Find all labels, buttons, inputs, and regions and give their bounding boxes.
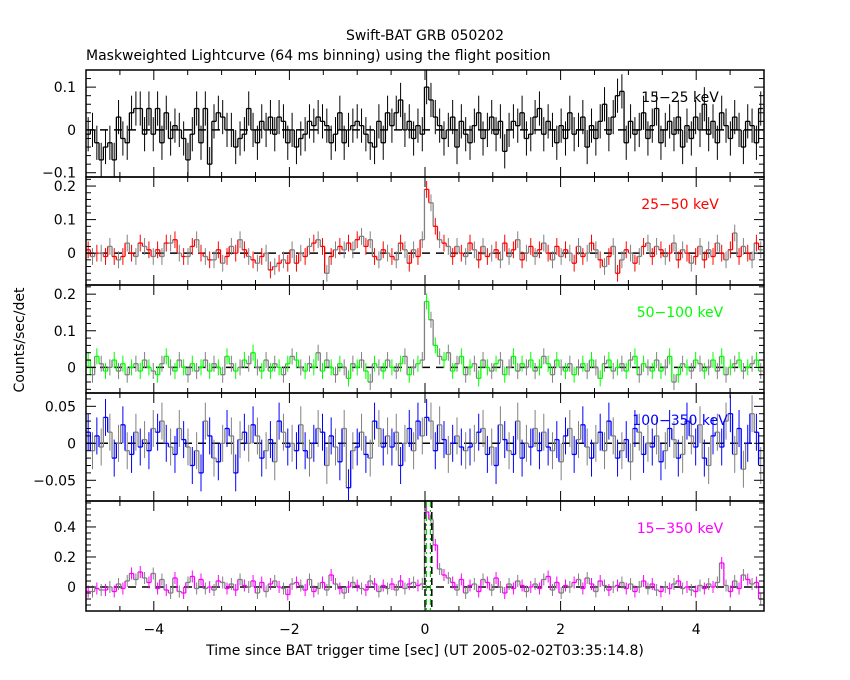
x-tick-label: 4 xyxy=(692,622,701,638)
y-tick-label: 0 xyxy=(67,436,76,452)
series-0 xyxy=(86,70,764,177)
x-tick-label: 2 xyxy=(556,622,565,638)
y-tick-label: −0.1 xyxy=(42,166,76,182)
y-tick-label: 0.4 xyxy=(54,520,76,536)
y-tick-label: 0.2 xyxy=(54,179,76,195)
panel-0: 0.1 0 −0.1 15−25 keV xyxy=(42,69,765,182)
series-3 xyxy=(86,395,764,501)
band-label: 15−25 keV xyxy=(641,90,719,106)
series-1 xyxy=(86,181,764,282)
x-axis-label: Time since BAT trigger time [sec] (UT 20… xyxy=(205,643,644,659)
x-tick-label: −2 xyxy=(279,622,300,638)
y-tick-label: 0 xyxy=(67,246,76,262)
x-tick-label: −4 xyxy=(143,622,164,638)
y-tick-label: 0.1 xyxy=(54,324,76,340)
band-label: 25−50 keV xyxy=(641,197,719,213)
x-tick-label: 0 xyxy=(421,622,430,638)
y-tick-label: 0.05 xyxy=(45,399,76,415)
series-4 xyxy=(86,501,764,611)
y-axis-label: Counts/sec/det xyxy=(12,287,28,392)
y-tick-label: 0 xyxy=(67,360,76,376)
y-tick-label: 0.2 xyxy=(54,550,76,566)
y-tick-label: 0.1 xyxy=(54,80,76,96)
band-label: 15−350 keV xyxy=(637,521,724,537)
panel-4: 0.4 0.2 0 15−350 keV xyxy=(54,500,765,612)
panel-3: 0.05 0 −0.05 100−350 keV xyxy=(33,392,765,502)
band-label: 100−350 keV xyxy=(632,413,728,429)
y-tick-label: −0.05 xyxy=(33,473,76,489)
y-tick-label: 0 xyxy=(67,123,76,139)
y-tick-label: 0 xyxy=(67,580,76,596)
band-label: 50−100 keV xyxy=(637,305,724,321)
panel-1: 0.2 0.1 0 25−50 keV xyxy=(54,176,765,286)
y-tick-label: 0.2 xyxy=(54,287,76,303)
series-2 xyxy=(86,293,764,391)
chart-subtitle: Maskweighted Lightcurve (64 ms binning) … xyxy=(86,48,551,64)
chart-title: Swift-BAT GRB 050202 xyxy=(346,28,504,44)
y-tick-label: 0.1 xyxy=(54,213,76,229)
panel-2: 0.2 0.1 0 50−100 keV xyxy=(54,284,765,394)
